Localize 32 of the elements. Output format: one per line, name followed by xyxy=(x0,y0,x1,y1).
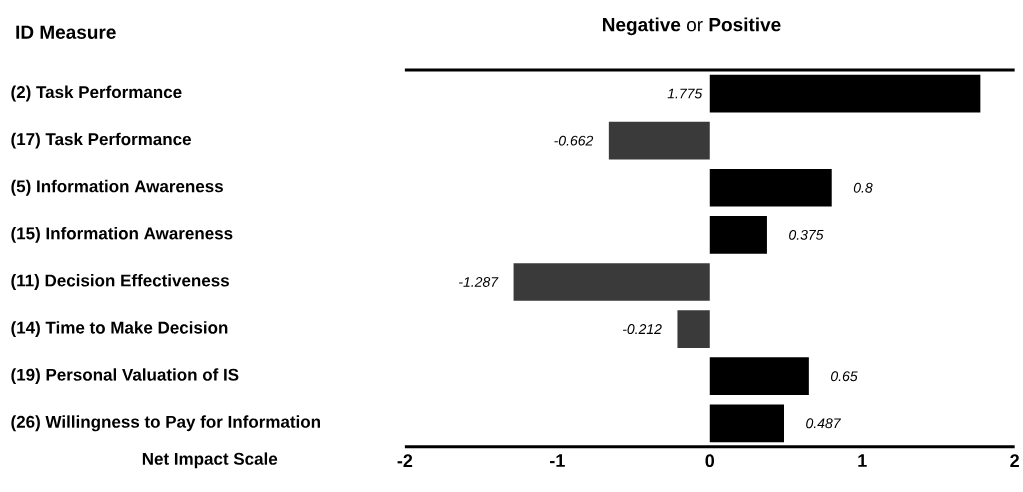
bar xyxy=(608,121,710,160)
data-label: 0.65 xyxy=(831,371,858,382)
bar xyxy=(513,263,710,301)
y-tick-label: (2) Task Performance xyxy=(11,85,182,102)
bar xyxy=(709,74,981,113)
bar xyxy=(677,310,710,348)
x-tick-label: -1 xyxy=(550,454,565,467)
x-tick-label: 2 xyxy=(1010,454,1019,468)
bar xyxy=(709,357,809,396)
x-tick-label: 1 xyxy=(858,454,867,467)
bar xyxy=(709,216,767,254)
data-label: 0.8 xyxy=(853,182,873,193)
data-label: 0.487 xyxy=(806,418,841,429)
y-tick-label: (14) Time to Make Decision xyxy=(11,321,228,338)
y-tick-label: (17) Task Performance xyxy=(11,132,191,149)
y-tick-label: (11) Decision Effectiveness xyxy=(11,274,229,290)
data-label: -0.662 xyxy=(554,135,594,146)
data-label: 1.775 xyxy=(667,88,703,99)
x-axis-title: Net Impact Scale xyxy=(142,452,278,469)
y-tick-label: (15) Information Awareness xyxy=(11,227,233,243)
data-label: -0.212 xyxy=(622,324,662,335)
bar xyxy=(709,168,832,207)
bar xyxy=(709,404,785,443)
y-axis-title: ID Measure xyxy=(16,25,116,39)
data-label: 0.375 xyxy=(789,229,824,240)
x-tick-label: 0 xyxy=(705,454,715,468)
chart-title: Negative or Positive xyxy=(603,17,781,36)
x-tick-label: -2 xyxy=(397,454,413,468)
y-tick-label: (19) Personal Valuation of IS xyxy=(11,368,239,385)
data-label: -1.287 xyxy=(459,277,499,288)
y-tick-label: (5) Information Awareness xyxy=(11,179,223,196)
y-tick-label: (26) Willingness to Pay for Information xyxy=(11,415,320,432)
